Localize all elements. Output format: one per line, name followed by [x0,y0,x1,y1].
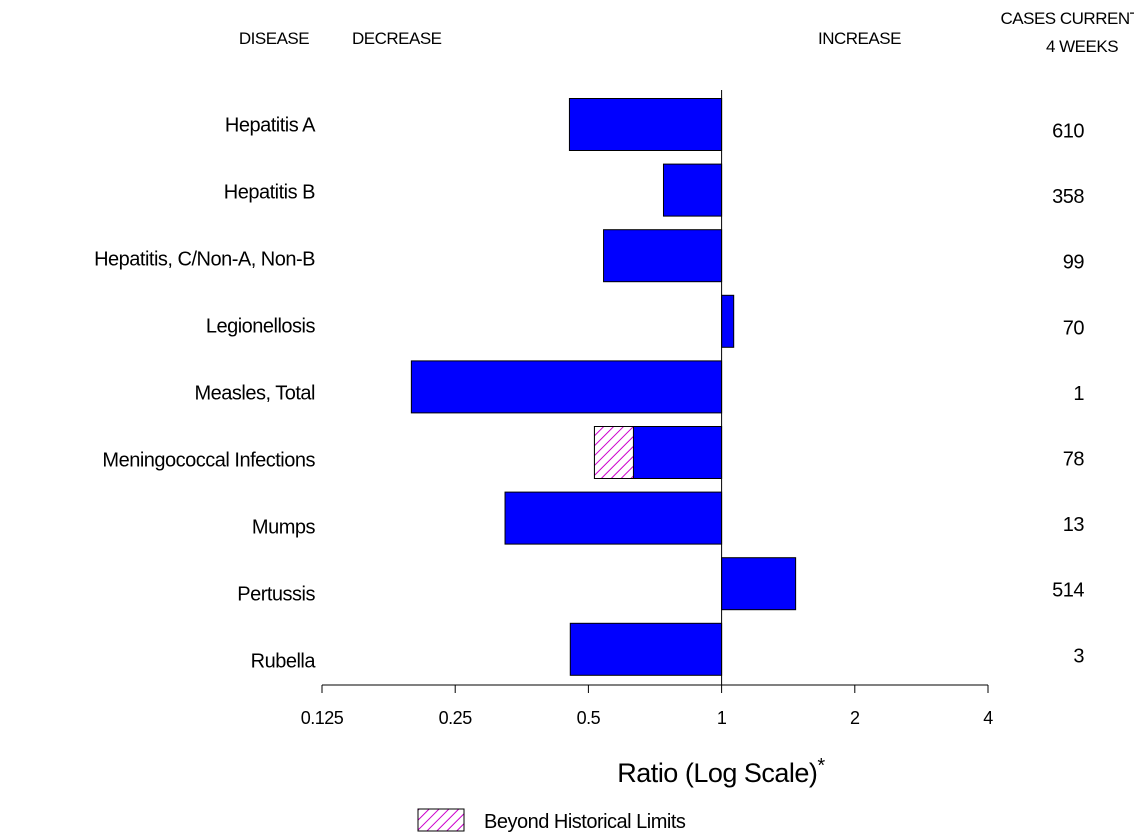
category-label: Hepatitis, C/Non-A, Non-B [94,249,315,271]
category-label: Pertussis [237,584,315,606]
beyond-limit-segment [593,426,634,479]
legend-label: Beyond Historical Limits [484,811,686,833]
x-tick-label: 0.125 [301,708,344,728]
bar [662,163,723,217]
header-cases: 4 WEEKS [1046,37,1118,56]
header-cases: CASES CURRENT [1001,9,1134,28]
cases-value: 13 [1063,514,1085,536]
category-label: Mumps [252,517,316,539]
x-tick-label: 0.25 [439,708,473,728]
x-tick-label: 2 [850,708,860,728]
cases-value: 1 [1073,383,1084,405]
category-label: Measles, Total [195,383,316,405]
x-tick-label: 4 [983,708,993,728]
legend-swatch [417,808,465,832]
x-axis-label-text: Ratio (Log Scale) [617,758,817,788]
header-increase: INCREASE [818,29,901,48]
cases-value: 610 [1052,121,1084,143]
bar [410,360,723,414]
category-label: Legionellosis [206,316,316,338]
category-label: Hepatitis B [224,182,315,204]
bar [603,229,723,283]
x-tick-label: 0.5 [577,708,601,728]
bar [721,294,735,348]
x-tick-label: 1 [717,708,727,728]
category-label: Hepatitis A [225,115,316,137]
cases-value: 514 [1052,580,1084,602]
cases-value: 78 [1063,449,1085,471]
bar [721,557,797,611]
cases-value: 70 [1063,317,1085,339]
bar [568,98,723,151]
header-decrease: DECREASE [352,29,442,48]
category-label: Rubella [251,651,317,673]
x-axis-label: Ratio (Log Scale)* [617,755,825,788]
x-axis-label-note: * [817,755,825,777]
cases-value: 99 [1063,252,1085,274]
cases-value: 358 [1052,186,1084,208]
bar [504,491,723,545]
header-disease: DISEASE [239,29,309,48]
bar [569,622,723,676]
cases-value: 3 [1073,645,1084,667]
category-label: Meningococcal Infections [102,450,315,472]
